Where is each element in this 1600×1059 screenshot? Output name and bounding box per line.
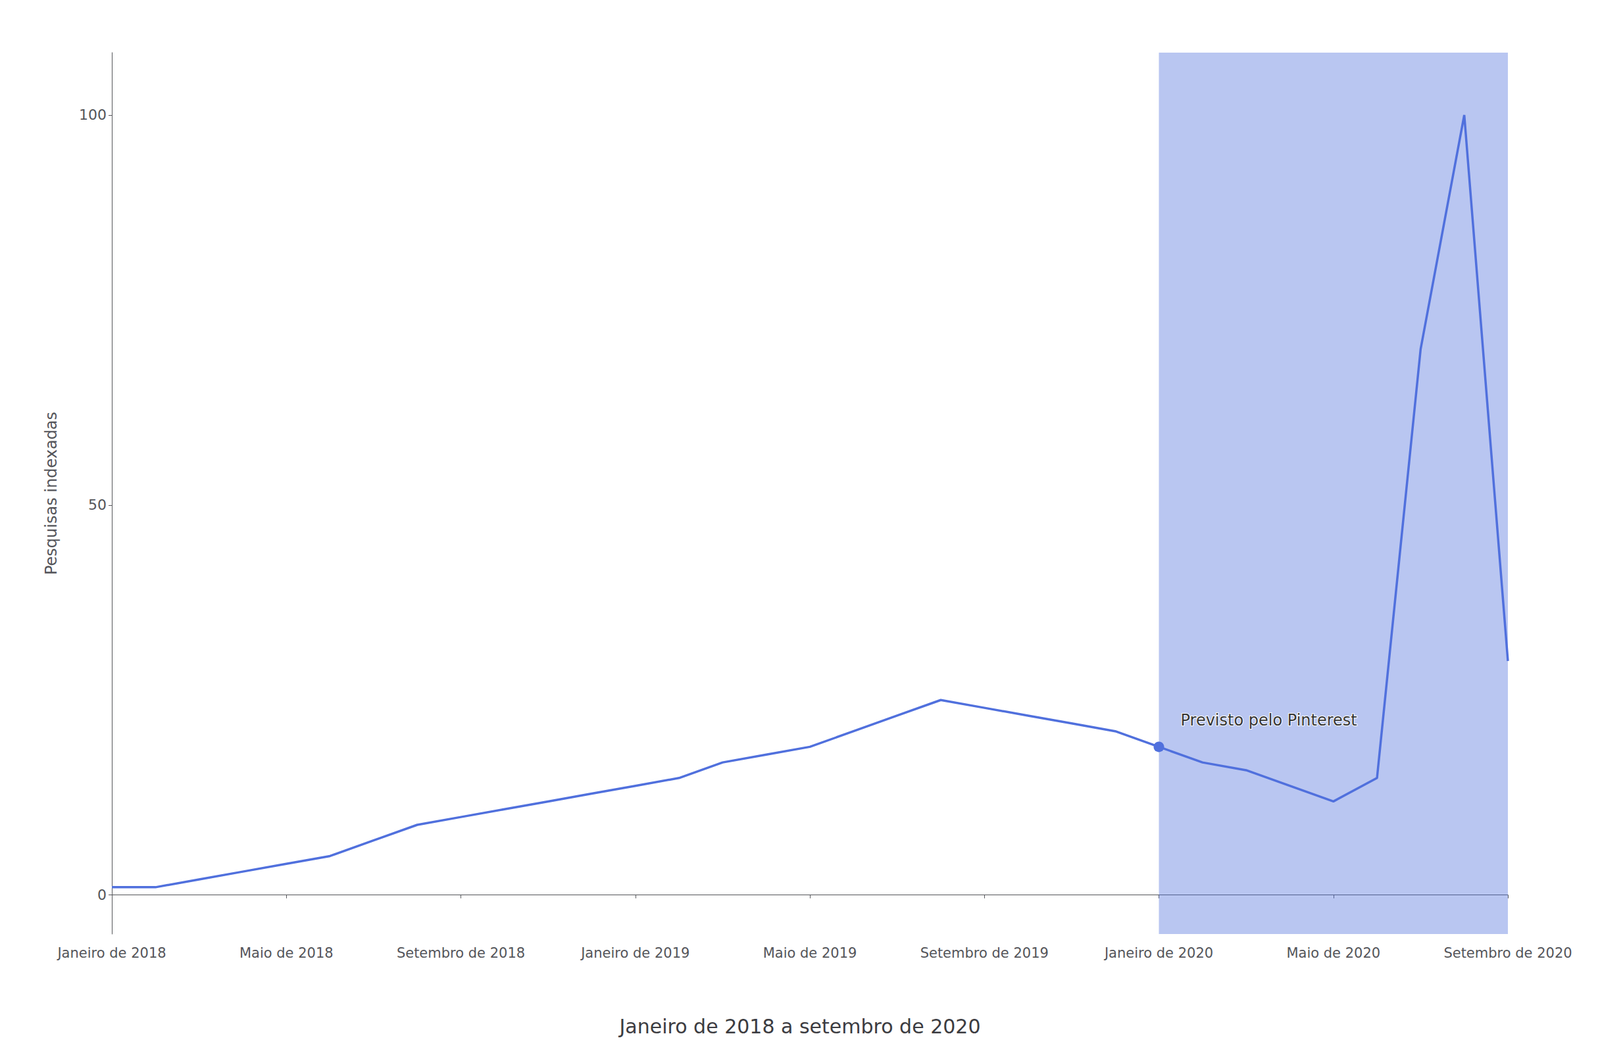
svg-text:Janeiro de 2020: Janeiro de 2020 [1103,945,1214,962]
svg-text:Janeiro de 2018 a setembro de: Janeiro de 2018 a setembro de 2020 [618,1015,981,1039]
svg-text:Setembro de 2020: Setembro de 2020 [1443,945,1572,962]
svg-text:Previsto pelo Pinterest: Previsto pelo Pinterest [1180,711,1358,730]
svg-text:Janeiro de 2019: Janeiro de 2019 [579,945,690,962]
svg-text:Maio de 2018: Maio de 2018 [239,945,334,962]
svg-text:Janeiro de 2018: Janeiro de 2018 [55,945,166,962]
svg-text:100: 100 [78,106,107,124]
svg-text:Setembro de 2019: Setembro de 2019 [920,945,1049,962]
svg-text:Pesquisas indexadas: Pesquisas indexadas [42,411,61,575]
svg-text:Maio de 2019: Maio de 2019 [763,945,858,962]
svg-text:Maio de 2020: Maio de 2020 [1286,945,1381,962]
svg-text:50: 50 [88,496,107,514]
svg-text:Setembro de 2018: Setembro de 2018 [396,945,525,962]
svg-text:0: 0 [97,886,107,904]
